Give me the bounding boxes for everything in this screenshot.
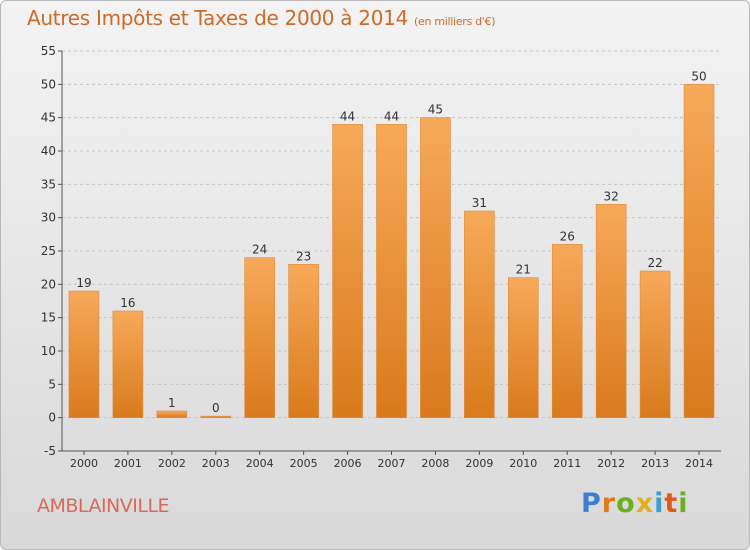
bar-2006 [332, 124, 363, 418]
x-tick-label-2000: 2000 [70, 457, 98, 470]
chart-title: Autres Impôts et Taxes de 2000 à 2014 (en… [27, 6, 495, 30]
value-label-2012: 32 [604, 189, 619, 203]
y-tick-label: 10 [41, 344, 56, 358]
bar-2004 [244, 257, 275, 418]
logo-letter: x [635, 488, 655, 519]
bar-2011 [551, 244, 583, 418]
x-tick-label-2003: 2003 [202, 457, 230, 470]
y-tick-label: 45 [41, 111, 56, 125]
x-tick-label-2007: 2007 [378, 457, 406, 470]
x-tick-label-2014: 2014 [685, 457, 713, 470]
y-tick-label: -5 [44, 444, 56, 458]
x-tick-label-2006: 2006 [334, 457, 362, 470]
x-axis: 2000 2001 2002 2003 2004 2005 2006 2007 2008 2009… [62, 450, 721, 470]
bar-2009 [464, 210, 495, 418]
x-tick-label-2013: 2013 [641, 457, 669, 470]
value-label-2002: 1 [168, 396, 176, 410]
bars: 19 16 1 0 24 23 44 44 45 31 21 26 32 22 50 [68, 69, 715, 418]
x-tick-label-2002: 2002 [158, 457, 186, 470]
value-label-2007: 44 [384, 109, 399, 123]
y-tick-label: 0 [48, 411, 56, 425]
y-tick-label: 40 [41, 144, 56, 158]
value-label-2008: 45 [428, 103, 443, 117]
value-label-2004: 24 [252, 243, 267, 257]
y-tick-label: 5 [48, 377, 56, 391]
value-label-2005: 23 [296, 249, 311, 263]
value-label-2000: 19 [76, 276, 91, 290]
x-tick-label-2011: 2011 [553, 457, 581, 470]
value-label-2014: 50 [691, 69, 706, 83]
x-tick-label-2008: 2008 [421, 457, 449, 470]
x-tick-label-2009: 2009 [465, 457, 493, 470]
chart-subtitle: (en milliers d'€) [414, 15, 496, 28]
bar-2001 [112, 310, 144, 418]
value-label-2013: 22 [647, 256, 662, 270]
bar-2007 [376, 124, 407, 418]
y-tick-label: 55 [41, 44, 56, 58]
bar-2005 [288, 264, 319, 418]
chart-title-text: Autres Impôts et Taxes de 2000 à 2014 [27, 6, 408, 30]
value-label-2010: 21 [516, 263, 531, 277]
value-label-2009: 31 [472, 196, 487, 210]
x-tick-label-2010: 2010 [509, 457, 537, 470]
y-tick-label: 30 [41, 211, 56, 225]
bar-2008 [420, 117, 451, 418]
logo-letter: i [654, 488, 665, 519]
y-axis: -5 0 5 10 15 20 25 30 35 40 45 50 55 [41, 44, 63, 458]
bar-2000 [68, 290, 100, 418]
y-tick-label: 15 [41, 311, 56, 325]
bar-2012 [595, 204, 627, 418]
y-tick-label: 50 [41, 77, 56, 91]
bar-2014 [683, 84, 715, 418]
logo-letter: i [678, 488, 689, 519]
logo-letter: o [616, 488, 636, 519]
value-label-2001: 16 [120, 296, 135, 310]
x-tick-label-2005: 2005 [290, 457, 318, 470]
y-tick-label: 25 [41, 244, 56, 258]
logo-letter: P [581, 488, 602, 519]
value-label-2011: 26 [560, 229, 575, 243]
bar-2002 [156, 410, 188, 418]
bar-2003 [200, 415, 232, 418]
bar-2010 [507, 277, 539, 418]
x-tick-label-2004: 2004 [246, 457, 274, 470]
proxiti-logo: Proxiti [581, 488, 689, 519]
value-label-2003: 0 [212, 401, 220, 415]
commune-name: AMBLAINVILLE [37, 495, 170, 517]
value-label-2006: 44 [340, 109, 355, 123]
bar-2013 [639, 270, 671, 418]
logo-letter: r [601, 488, 617, 519]
x-tick-label-2001: 2001 [114, 457, 142, 470]
x-tick-label-2012: 2012 [597, 457, 625, 470]
y-tick-label: 35 [41, 177, 56, 191]
y-tick-label: 20 [41, 277, 56, 291]
logo-letter: t [664, 488, 679, 519]
